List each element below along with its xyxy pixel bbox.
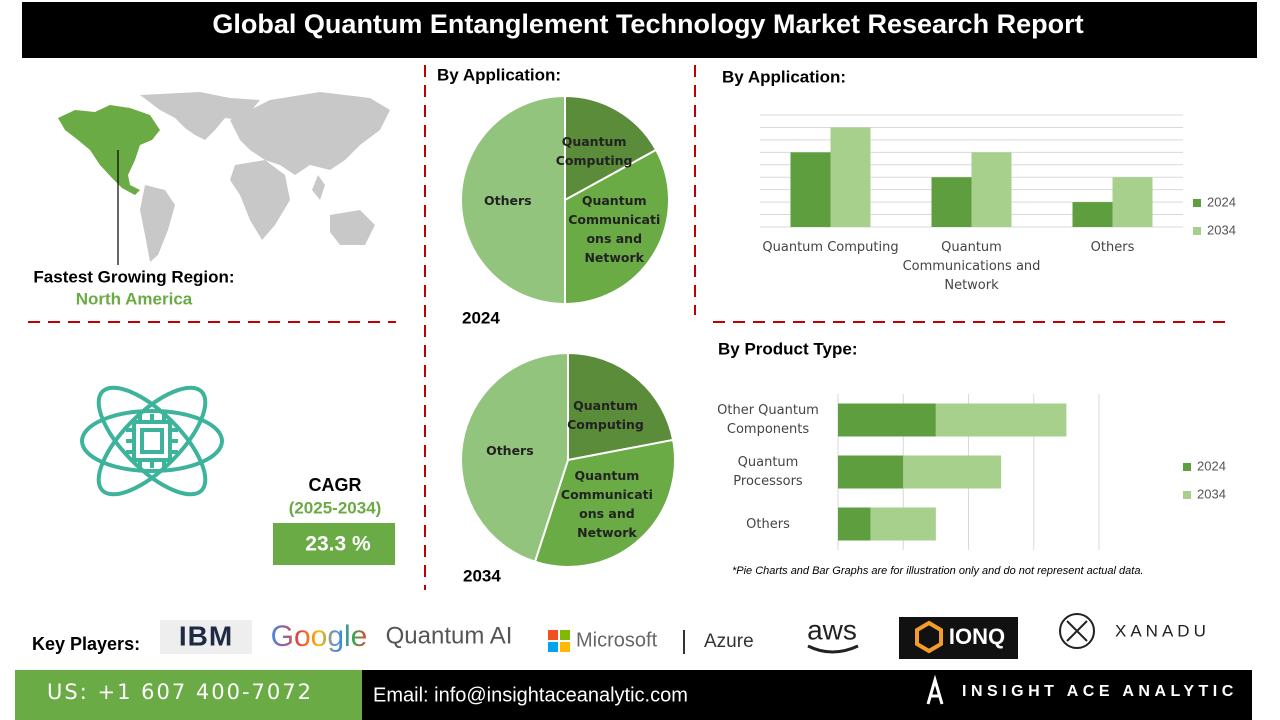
bar bbox=[870, 507, 936, 541]
y-tick-label: Quantum Processors bbox=[733, 455, 803, 489]
x-tick-label: Quantum Computing bbox=[762, 240, 899, 255]
cagr-label: CAGR bbox=[309, 475, 362, 495]
bar bbox=[838, 403, 936, 437]
pie-year: 2034 bbox=[463, 566, 501, 585]
page-title: Global Quantum Entanglement Technology M… bbox=[212, 9, 1083, 39]
x-tick-label: Others bbox=[1090, 240, 1135, 255]
pie-slice bbox=[533, 438, 676, 568]
footer-phone-bg bbox=[15, 670, 362, 720]
legend-label: 2034 bbox=[1207, 222, 1236, 237]
chart-title: By Application: bbox=[437, 65, 561, 84]
logo-google: Google bbox=[271, 620, 368, 653]
legend-swatch bbox=[1183, 491, 1191, 499]
footnote: *Pie Charts and Bar Graphs are for illus… bbox=[732, 565, 1144, 577]
chart-title: By Application: bbox=[722, 67, 846, 86]
ibm-bg bbox=[160, 620, 252, 654]
pie-slice bbox=[460, 94, 566, 306]
bar bbox=[971, 152, 1012, 227]
pie-slice bbox=[564, 148, 670, 306]
brand-icon bbox=[926, 674, 944, 705]
bar bbox=[935, 403, 1067, 437]
logo-ibm: IBM bbox=[179, 620, 233, 651]
x-tick-label: Quantum Communications and Network bbox=[902, 240, 1041, 293]
dividers bbox=[28, 65, 1228, 590]
aws-smile bbox=[807, 644, 859, 654]
pie-label: Others bbox=[486, 443, 534, 459]
pie-label: Quantum Computing bbox=[567, 397, 644, 432]
footer-bg bbox=[362, 670, 1252, 720]
logo-azure: Azure bbox=[704, 631, 754, 652]
ionq-icon bbox=[915, 620, 943, 654]
y-tick-label: Others bbox=[746, 516, 790, 532]
world-map bbox=[140, 92, 390, 262]
logo-ionq: IONQ bbox=[949, 624, 1005, 649]
logo-aws: aws bbox=[807, 614, 857, 645]
pie-label: Quantum Computing bbox=[555, 133, 633, 168]
cagr-box bbox=[273, 523, 395, 565]
pie-label: Others bbox=[484, 192, 532, 208]
bar bbox=[931, 177, 972, 227]
legend-swatch bbox=[1193, 199, 1201, 207]
ms-icon bbox=[548, 630, 570, 652]
atom-icon bbox=[80, 385, 224, 497]
key-players-label: Key Players: bbox=[32, 634, 140, 654]
footer-phone: US: +1 607 400-7072 bbox=[47, 680, 313, 704]
bar bbox=[838, 455, 904, 489]
bar bbox=[830, 127, 871, 227]
logo-xanadu: XANADU bbox=[1115, 621, 1210, 640]
legend-swatch bbox=[1193, 227, 1201, 235]
legend-swatch bbox=[1183, 463, 1191, 471]
chart-title: By Product Type: bbox=[718, 339, 857, 358]
logo-quantum-ai: Quantum AI bbox=[386, 622, 513, 649]
bar bbox=[1072, 202, 1113, 227]
footer-email: Email: info@insightaceanalytic.com bbox=[373, 684, 688, 706]
y-tick-label: Other Quantum Components bbox=[717, 403, 819, 437]
xanadu-icon bbox=[1059, 613, 1095, 649]
bar bbox=[790, 152, 831, 227]
north-america bbox=[58, 105, 160, 195]
legend-label: 2024 bbox=[1207, 194, 1236, 209]
header-bar bbox=[22, 2, 1257, 58]
pie-slice bbox=[567, 351, 675, 462]
cagr-value: 23.3 % bbox=[305, 533, 371, 556]
legend-label: 2034 bbox=[1197, 486, 1226, 501]
pie-label: Quantum Communications and Network bbox=[560, 468, 653, 541]
logo-microsoft: Microsoft bbox=[576, 629, 658, 651]
region-label: Fastest Growing Region: bbox=[33, 267, 234, 286]
bar bbox=[903, 455, 1002, 489]
pie-year: 2024 bbox=[462, 308, 500, 327]
bar bbox=[1112, 177, 1153, 227]
footer-brand: INSIGHT ACE ANALYTIC bbox=[962, 683, 1238, 700]
legend-label: 2024 bbox=[1197, 458, 1226, 473]
bar bbox=[838, 507, 871, 541]
cagr-period: (2025-2034) bbox=[289, 498, 382, 517]
pie-label: Quantum Communications and Network bbox=[568, 193, 661, 266]
pie-slice bbox=[460, 351, 569, 564]
region-value: North America bbox=[76, 289, 193, 308]
pie-slice bbox=[564, 94, 658, 202]
